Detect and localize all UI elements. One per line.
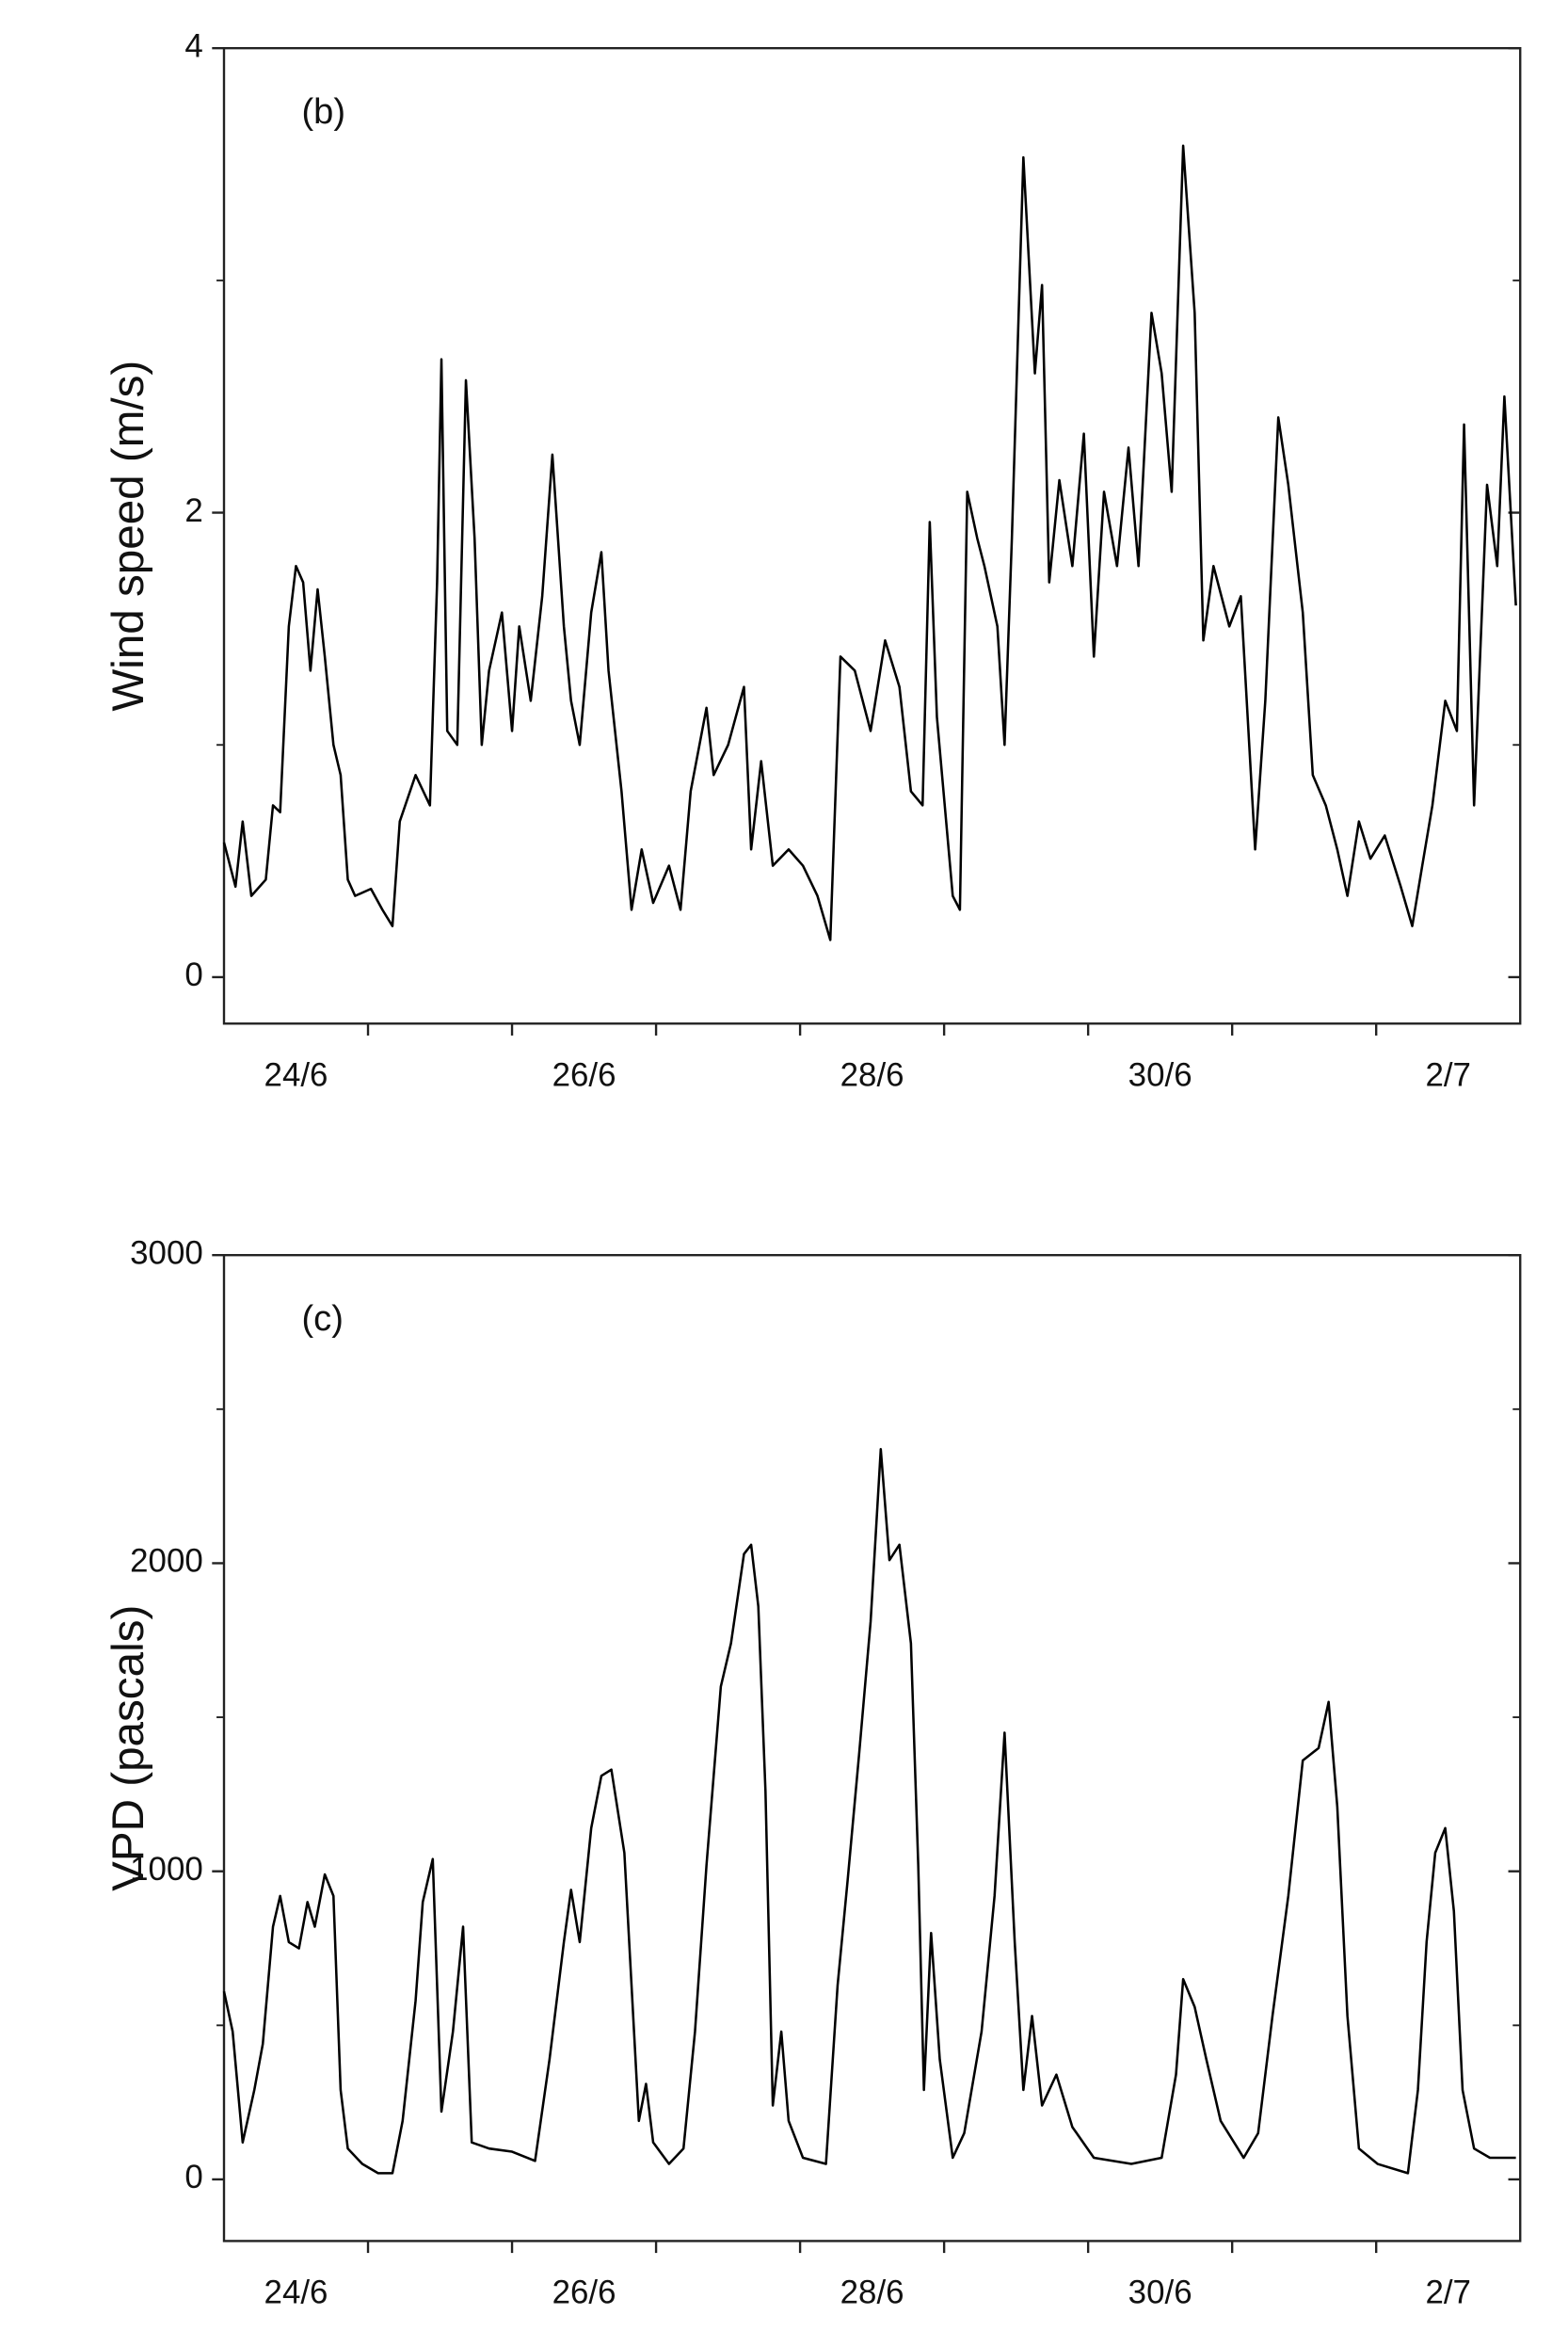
plot-frame (222, 46, 1522, 1025)
panel-label: (c) (302, 1299, 344, 1339)
x-tick-label: 2/7 (1425, 1057, 1471, 1094)
x-tick-label: 2/7 (1425, 2275, 1471, 2311)
x-tick-label: 26/6 (552, 1057, 616, 1094)
panel-label: (b) (302, 92, 346, 132)
x-tick-label: 28/6 (840, 1057, 904, 1094)
plot-frame (222, 1254, 1522, 2243)
y-tick-label: 2 (184, 492, 202, 529)
y-tick-label: 0 (184, 2159, 202, 2195)
y-tick-label: 2000 (130, 1543, 203, 1580)
y-tick-label: 0 (184, 957, 202, 993)
x-tick-label: 26/6 (552, 2275, 616, 2311)
y-tick-label: 1000 (130, 1851, 203, 1888)
x-tick-label: 28/6 (840, 2275, 904, 2311)
y-tick-label: 3000 (130, 1234, 203, 1271)
x-tick-label: 30/6 (1128, 1057, 1192, 1094)
x-tick-label: 24/6 (264, 2275, 328, 2311)
y-axis-title: VPD (pascals) (104, 1605, 153, 1891)
x-tick-label: 24/6 (264, 1057, 328, 1094)
x-tick-label: 30/6 (1128, 2275, 1192, 2311)
data-line (222, 144, 1517, 941)
y-axis-title: Wind speed (m/s) (104, 361, 153, 712)
data-line (222, 1448, 1516, 2175)
y-tick-label: 4 (184, 27, 202, 64)
